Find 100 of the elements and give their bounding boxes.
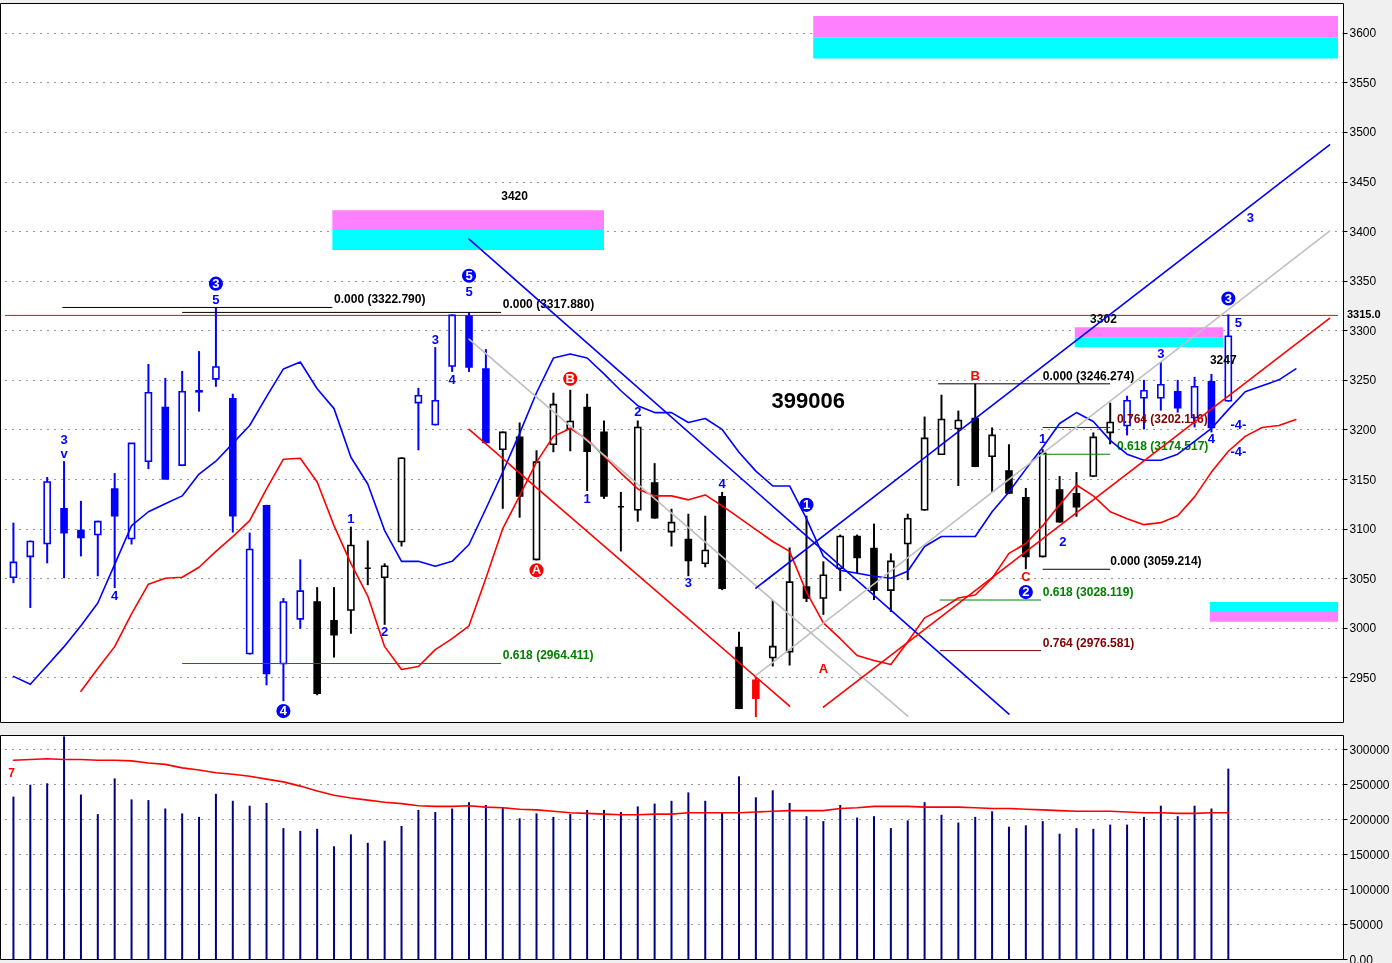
y-tick-label: 3300 [1349,323,1377,338]
bar [96,814,99,959]
bar [704,800,707,959]
bar [788,802,791,959]
bar [366,842,369,959]
annotation: 1 [347,510,355,526]
bar [670,800,673,959]
bar [1041,821,1044,959]
bar [653,803,656,959]
bar [451,808,454,959]
bar [1024,825,1027,959]
bar [1058,833,1061,959]
annotation: 2 [1022,584,1030,600]
bar [265,802,268,959]
candlestick [667,507,676,548]
annotation: 2 [634,403,642,419]
y-tick-label: 300000 [1349,742,1390,757]
annotation: 4 [718,475,727,491]
bar [1159,805,1162,959]
bar [29,784,32,959]
bar [147,800,150,959]
y-tick-label: 0.00 [1349,952,1374,963]
bar [130,799,133,959]
annotation: 2 [381,623,389,639]
annotation: -4- [1230,444,1247,460]
annotation: 3 [1157,346,1165,362]
candlestick [212,306,220,388]
y-tick-label: 3400 [1349,224,1377,239]
bar [248,805,251,959]
y-tick-label: 3100 [1349,522,1377,537]
annotation: B [970,367,980,383]
bar [974,816,977,959]
bar [737,776,740,959]
y-tick-label: 3000 [1349,621,1377,636]
annotation: 0.618 (3028.119) [1042,585,1134,600]
annotation: 4 [1207,431,1216,447]
bar [687,792,690,959]
annotation: 0.000 (3059.214) [1110,554,1202,569]
y-tick-label: 3200 [1349,422,1377,437]
bar [889,828,892,959]
y-tick-label: 50000 [1349,917,1384,932]
bar [79,794,82,959]
bar [198,816,201,959]
bar [552,816,555,959]
annotation: 3 [60,432,68,448]
bar [383,840,386,959]
y-tick-label: 150000 [1349,847,1390,862]
bar [906,820,909,959]
candlestick [60,460,68,580]
bar [12,796,15,959]
annotation: C [1021,569,1032,585]
annotation: 1 [583,490,591,506]
bar [822,821,825,959]
bar [940,814,943,959]
bar [231,800,234,959]
bar [1092,828,1095,959]
y-tick-label: 3500 [1349,125,1377,140]
y-tick-label: 3350 [1349,274,1377,289]
bar [164,808,167,959]
bar [1007,826,1010,959]
bar [518,818,521,959]
candlestick [1157,361,1165,412]
bar [333,846,336,959]
annotation: 0.000 (3322.790) [334,292,426,307]
candlestick [26,539,35,609]
bar [957,822,960,959]
annotation: 0.000 (3246.274) [1042,368,1135,383]
annotation: 3 [684,575,692,591]
bar [923,802,926,959]
bar [501,807,504,959]
annotation: 4 [111,588,120,604]
bar [1176,816,1179,959]
bar [417,809,420,959]
bar [636,806,639,959]
bar [1075,828,1078,959]
bar [400,826,403,959]
y-tick-label: 3150 [1349,472,1377,487]
annotation: 0.764 (2976.581) [1042,635,1135,650]
bar [856,817,859,959]
bar [181,813,184,959]
y-tick-label: 2950 [1349,670,1377,685]
annotation: 5 [212,291,220,307]
ref-line-label: 3315.0 [1347,308,1381,321]
candlestick [768,599,777,668]
bar [63,736,66,959]
candlestick [77,499,85,558]
y-tick-label: 3250 [1349,373,1377,388]
candlestick [195,350,203,413]
y-tick-label: 3050 [1349,571,1377,586]
bar [535,813,538,959]
candlestick [1173,378,1182,414]
annotation: 3 [212,275,220,291]
annotation: B [565,370,575,386]
annotation: 4 [448,371,457,387]
candlestick [9,521,18,585]
bar [349,834,352,959]
bar [603,809,606,959]
bar [46,783,49,959]
bar [872,816,875,959]
candlestick [380,562,389,626]
